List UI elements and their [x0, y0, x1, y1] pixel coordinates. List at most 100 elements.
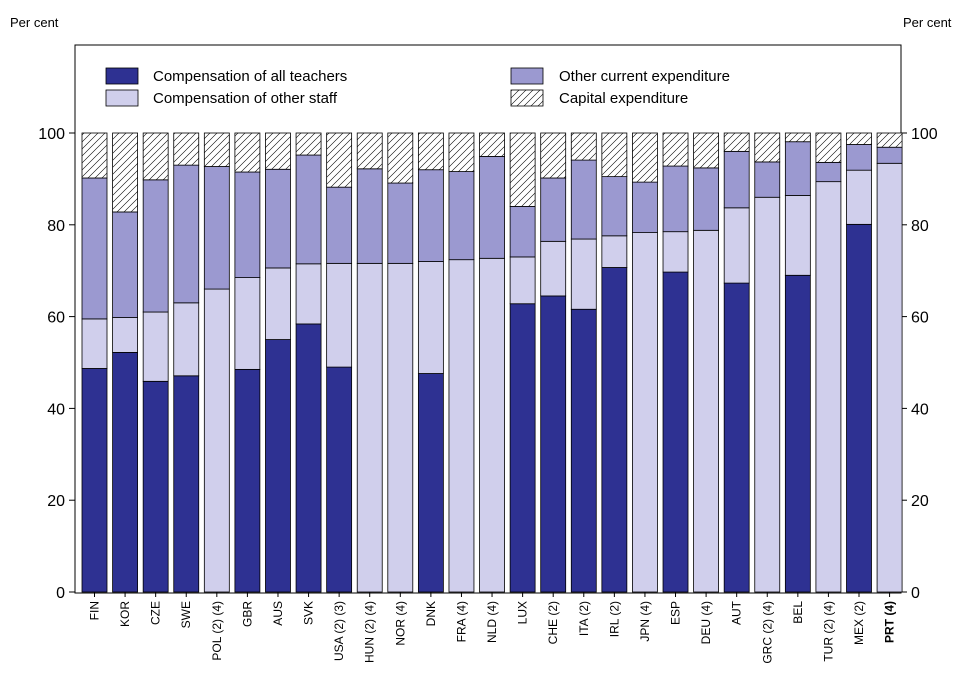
y-tick-label-left-4: 80: [47, 218, 65, 235]
y-tick-label-right-2: 40: [911, 401, 929, 418]
bar-grc-2-4-capital-expenditure: [754, 132, 781, 163]
bar-kor-compensation-of-all-teachers: [112, 352, 138, 593]
bar-fin-compensation-of-all-teachers: [81, 368, 108, 593]
bar-gbr-other-current-expenditure: [234, 171, 261, 278]
bar-fin-compensation-of-other-staff: [81, 318, 108, 369]
bar-lux-compensation-of-all-teachers: [509, 303, 536, 593]
bar-svk-other-current-expenditure: [295, 154, 322, 265]
bar-gbr-compensation-of-all-teachers: [234, 368, 261, 593]
x-tick-label-esp: ESP: [669, 601, 683, 625]
bar-grc-2-4-other-current-expenditure: [754, 161, 781, 198]
bar-cze-compensation-of-all-teachers: [142, 380, 169, 593]
x-tick-label-aus: AUS: [271, 601, 285, 626]
bar-deu-4-compensation-of-other-staff: [693, 229, 719, 593]
legend-swatch-other-current: [510, 67, 544, 85]
x-tick-label-mex-2: MEX (2): [852, 601, 866, 645]
bar-swe-capital-expenditure: [173, 132, 200, 166]
left-unit-label: Per cent: [10, 15, 59, 30]
y-tick-label-left-0: 0: [56, 585, 65, 602]
x-tick-label-bel: BEL: [791, 601, 805, 624]
bar-nld-4-other-current-expenditure: [479, 156, 505, 259]
bar-nld-4-compensation-of-other-staff: [479, 257, 505, 593]
x-tick-label-hun-2-4: HUN (2) (4): [363, 601, 377, 663]
bar-kor-capital-expenditure: [112, 132, 138, 213]
bar-kor-compensation-of-other-staff: [112, 317, 138, 353]
bar-gbr-capital-expenditure: [234, 132, 261, 173]
x-tick-label-jpn-4: JPN (4): [638, 601, 652, 642]
bar-bel-compensation-of-all-teachers: [784, 274, 811, 593]
bar-deu-4-other-current-expenditure: [693, 167, 719, 231]
y-tick-label-right-3: 60: [911, 310, 929, 327]
bar-prt-4-compensation-of-other-staff: [876, 162, 903, 593]
bar-mex-2-capital-expenditure: [846, 132, 872, 145]
x-tick-label-prt-4: PRT (4): [883, 601, 897, 643]
bar-dnk-compensation-of-other-staff: [417, 261, 444, 374]
bar-irl-2-compensation-of-all-teachers: [601, 267, 628, 593]
bar-tur-2-4-capital-expenditure: [815, 132, 842, 163]
legend-swatch-teachers: [105, 67, 139, 85]
bar-mex-2-compensation-of-all-teachers: [846, 223, 872, 593]
bar-svk-compensation-of-other-staff: [295, 263, 322, 325]
bar-tur-2-4-compensation-of-other-staff: [815, 181, 842, 593]
bar-swe-compensation-of-other-staff: [173, 302, 200, 377]
bar-lux-other-current-expenditure: [509, 206, 536, 258]
y-tick-label-right-1: 20: [911, 493, 929, 510]
bar-jpn-4-capital-expenditure: [632, 132, 658, 183]
x-tick-label-fin: FIN: [88, 601, 102, 620]
x-axis-labels: FIN KOR CZE SWE POL (2) (4) GBR AUS SVK USA (2) …: [88, 592, 897, 664]
bar-tur-2-4-other-current-expenditure: [815, 161, 842, 183]
bar-prt-4-other-current-expenditure: [876, 146, 903, 164]
bar-aut-capital-expenditure: [723, 132, 750, 152]
x-tick-label-svk: SVK: [302, 601, 316, 625]
x-tick-label-nld-4: NLD (4): [485, 601, 499, 643]
y-axis-right: 0 20 40 60 80 100: [901, 126, 938, 602]
bar-che-2-compensation-of-other-staff: [540, 240, 567, 297]
x-tick-label-tur-2-4: TUR (2) (4): [821, 601, 835, 662]
bar-lux-capital-expenditure: [509, 132, 536, 207]
x-tick-label-swe: SWE: [179, 601, 193, 628]
legend-label-capital: Capital expenditure: [559, 90, 688, 107]
x-tick-label-che-2: CHE (2): [546, 601, 560, 644]
legend: Compensation of all teachers Compensatio…: [105, 67, 730, 107]
bar-prt-4-capital-expenditure: [876, 132, 903, 148]
bar-swe-other-current-expenditure: [173, 164, 200, 304]
bar-usa-2-3-compensation-of-other-staff: [326, 262, 353, 368]
y-tick-label-left-5: 100: [38, 126, 65, 143]
bar-irl-2-capital-expenditure: [601, 132, 628, 178]
x-tick-label-nor-4: NOR (4): [393, 601, 407, 646]
bar-aut-other-current-expenditure: [723, 150, 750, 209]
x-tick-label-ita-2: ITA (2): [577, 601, 591, 636]
bar-ita-2-capital-expenditure: [570, 132, 597, 161]
bar-hun-2-4-other-current-expenditure: [356, 168, 383, 264]
bar-nor-4-other-current-expenditure: [387, 182, 414, 264]
bar-bel-compensation-of-other-staff: [784, 195, 811, 276]
bar-gbr-compensation-of-other-staff: [234, 277, 261, 370]
bar-che-2-compensation-of-all-teachers: [540, 295, 567, 593]
bar-dnk-other-current-expenditure: [417, 169, 444, 262]
y-tick-label-right-0: 0: [911, 585, 920, 602]
bar-cze-capital-expenditure: [142, 132, 169, 181]
bar-pol-2-4-compensation-of-other-staff: [203, 288, 230, 593]
x-tick-label-kor: KOR: [118, 601, 132, 627]
bar-hun-2-4-compensation-of-other-staff: [356, 262, 383, 593]
x-tick-label-aut: AUT: [730, 600, 744, 625]
legend-label-teachers: Compensation of all teachers: [153, 68, 347, 85]
bar-jpn-4-compensation-of-other-staff: [632, 232, 658, 593]
bar-ita-2-compensation-of-all-teachers: [570, 308, 597, 593]
x-tick-label-pol-2-4: POL (2) (4): [210, 601, 224, 661]
bar-aus-capital-expenditure: [265, 132, 291, 170]
bar-esp-compensation-of-all-teachers: [662, 271, 689, 593]
bar-fra-4-other-current-expenditure: [448, 171, 475, 261]
right-unit-label: Per cent: [903, 15, 952, 30]
bar-ita-2-compensation-of-other-staff: [570, 238, 597, 310]
bar-grc-2-4-compensation-of-other-staff: [754, 196, 781, 593]
y-tick-label-left-2: 40: [47, 401, 65, 418]
bar-esp-other-current-expenditure: [662, 165, 689, 233]
bar-cze-other-current-expenditure: [142, 179, 169, 313]
y-tick-label-left-1: 20: [47, 493, 65, 510]
bar-cze-compensation-of-other-staff: [142, 311, 169, 382]
bar-aus-compensation-of-all-teachers: [265, 339, 291, 593]
legend-swatch-other-staff: [105, 89, 139, 107]
bar-mex-2-other-current-expenditure: [846, 144, 872, 171]
